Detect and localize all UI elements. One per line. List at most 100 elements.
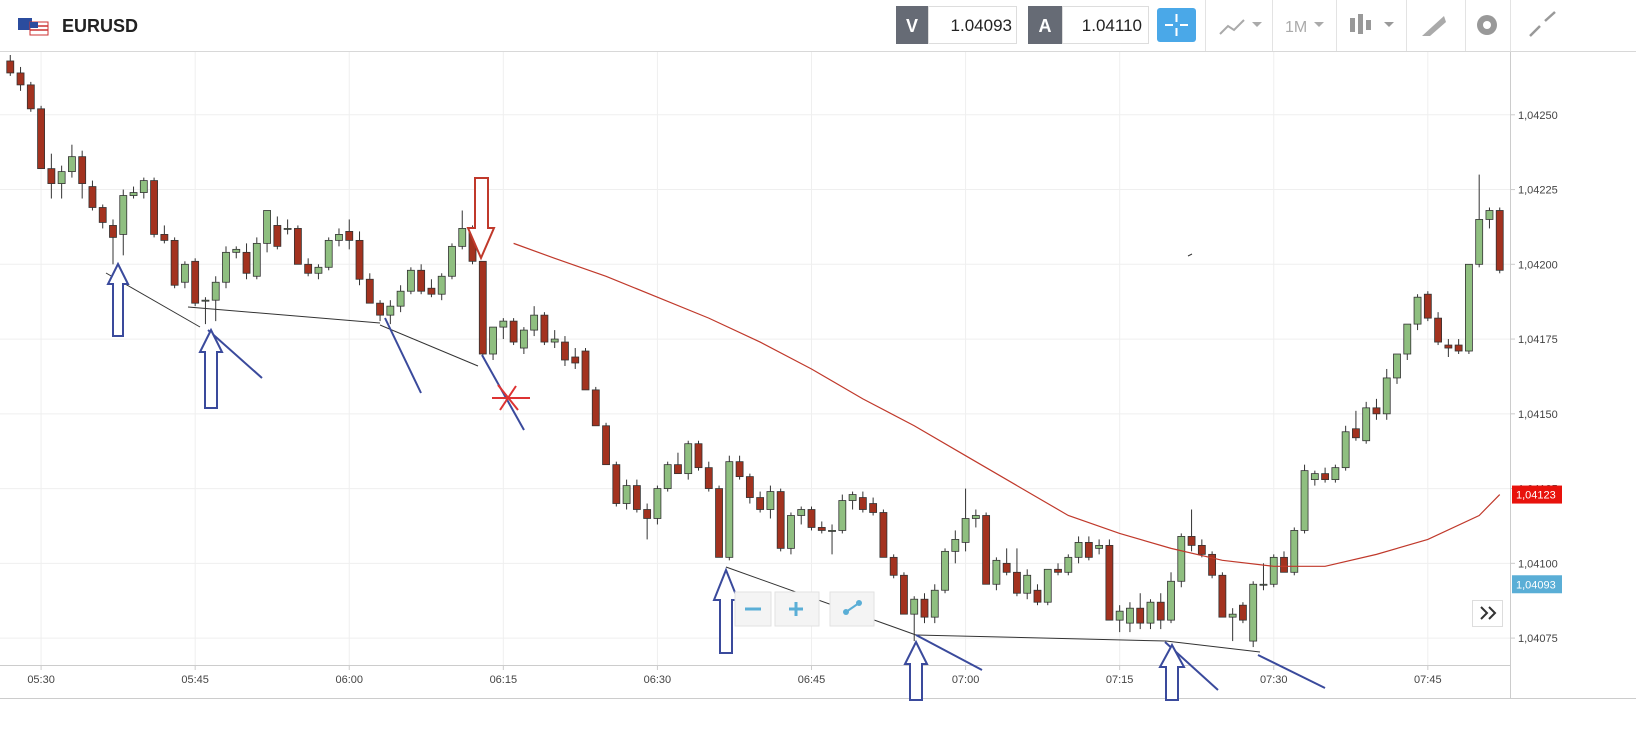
candle-body	[396, 290, 405, 307]
candle-body	[961, 518, 970, 543]
chart-type-icon[interactable]	[1219, 19, 1262, 35]
candle-body	[376, 302, 384, 316]
candle-body	[1136, 607, 1145, 624]
candle-body	[314, 266, 323, 274]
candle-body	[1197, 544, 1206, 555]
candle-body	[1156, 601, 1165, 621]
candle-body	[1372, 407, 1381, 415]
candle-body	[1002, 562, 1011, 573]
timeframe[interactable]: 1M	[1285, 19, 1307, 36]
candle-body	[591, 389, 600, 427]
blue-strokes	[207, 317, 1326, 691]
candle-body	[242, 251, 251, 274]
candle-body	[858, 497, 867, 510]
candle-body	[1444, 344, 1453, 349]
candle-body	[180, 263, 189, 283]
candle-body	[1105, 544, 1114, 621]
candle-body	[293, 228, 302, 265]
candle-body	[1013, 571, 1021, 594]
share[interactable]	[829, 591, 875, 627]
candle-body	[1434, 317, 1442, 343]
candle-body	[982, 515, 991, 585]
candle-body	[232, 248, 241, 253]
candle-body	[1218, 574, 1227, 618]
candle-body	[160, 234, 169, 241]
candle-body	[920, 598, 929, 618]
candle-body	[355, 239, 364, 280]
candle-body	[1454, 344, 1463, 352]
candle-body	[252, 242, 261, 277]
draw-icon[interactable]	[1422, 16, 1446, 36]
candle-body	[694, 443, 703, 469]
candle-body	[1167, 580, 1175, 621]
candle-body	[1208, 553, 1217, 576]
scroll-right[interactable]	[1472, 600, 1503, 627]
x-tick-label: 07:45	[1414, 674, 1442, 686]
candle-body	[571, 356, 580, 364]
price-tag-label: 1,04123	[1516, 490, 1556, 502]
y-tick-label: 1,04150	[1518, 409, 1558, 421]
x-tick-label: 06:45	[798, 674, 826, 686]
x-tick-label: 07:15	[1106, 674, 1134, 686]
buy-price-box[interactable]	[1062, 6, 1149, 44]
up-arrows	[106, 261, 1186, 701]
y-tick-label: 1,04200	[1518, 259, 1558, 271]
candle-body	[930, 589, 939, 618]
candle-body	[1054, 568, 1062, 573]
y-tick-label: 1,04225	[1518, 185, 1558, 197]
candle-body	[1475, 219, 1484, 265]
candle-body	[1495, 210, 1504, 271]
x-tick-label: 06:30	[644, 674, 672, 686]
candle-body	[478, 260, 487, 355]
buy-button[interactable]	[1028, 6, 1062, 44]
crosshair-button[interactable]	[1157, 8, 1196, 42]
candle-body	[335, 234, 343, 241]
candle-body	[283, 228, 292, 230]
candle-body	[1393, 353, 1401, 379]
price-tag-label: 1,04093	[1516, 579, 1556, 591]
candle-body	[57, 171, 66, 184]
candle-body	[170, 239, 179, 286]
candle-body	[653, 488, 662, 519]
sell-button[interactable]	[896, 6, 928, 44]
candle-body	[1465, 263, 1473, 352]
candle-body	[951, 539, 960, 552]
candle-body	[458, 228, 467, 247]
settings-icon[interactable]	[1477, 15, 1497, 35]
candle-body	[1095, 544, 1104, 549]
candle-body	[1249, 583, 1258, 642]
sell-price: 1.04093	[951, 16, 1012, 35]
collapse-icon[interactable]	[1529, 11, 1556, 37]
x-tick-label: 07:30	[1260, 674, 1288, 686]
y-tick-label: 1,04075	[1518, 633, 1558, 645]
candle-body	[828, 530, 836, 532]
candle-body	[889, 556, 898, 576]
candle-body	[1362, 407, 1371, 442]
candle-body	[530, 314, 539, 331]
sell-price-box[interactable]	[928, 6, 1017, 44]
candle-body	[704, 467, 713, 489]
candle-body	[1126, 607, 1134, 624]
y-tick-label: 1,04250	[1518, 110, 1558, 122]
trend-lines	[105, 253, 1261, 653]
candle-icon[interactable]	[1350, 14, 1394, 34]
candle-body	[88, 186, 97, 208]
candle-body	[1280, 556, 1288, 573]
candle-body	[602, 425, 610, 466]
candles	[6, 54, 1504, 648]
zoom-out[interactable]	[734, 591, 772, 627]
candle-body	[1064, 556, 1073, 573]
candle-body	[273, 225, 282, 247]
candle-body	[448, 245, 456, 277]
candle-body	[1300, 470, 1309, 531]
candle-body	[47, 168, 56, 184]
candle-body	[150, 180, 158, 235]
candle-body	[910, 598, 919, 615]
candle-body	[756, 497, 765, 510]
candle-body	[632, 485, 641, 510]
y-tick-label: 1,04100	[1518, 558, 1558, 570]
flag-icon	[18, 18, 49, 36]
candle-body	[1352, 428, 1360, 439]
candle-body	[489, 326, 497, 355]
candle-body	[519, 329, 528, 349]
